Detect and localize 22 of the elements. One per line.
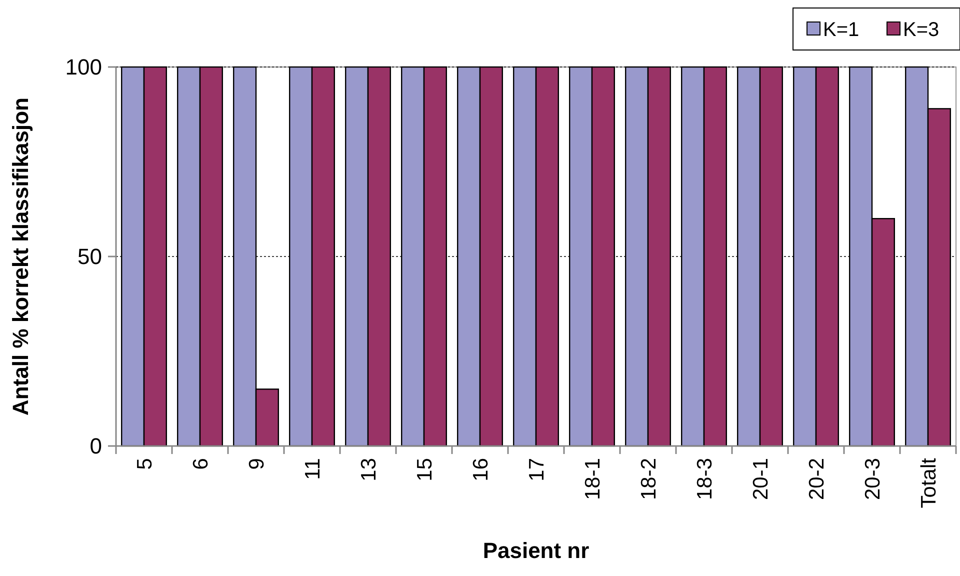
x-tick-label: 5 xyxy=(133,458,156,470)
legend-label: K=1 xyxy=(823,19,860,41)
x-tick-label: 16 xyxy=(469,458,492,482)
x-tick-label: 13 xyxy=(357,458,380,482)
legend-label: K=3 xyxy=(903,19,940,41)
x-tick-label: 20-2 xyxy=(805,458,828,500)
x-tick-label: 20-1 xyxy=(749,458,772,500)
x-tick-label: 9 xyxy=(245,458,268,470)
x-tick-label: 18-2 xyxy=(637,458,660,500)
x-tick-label: 18-1 xyxy=(581,458,604,500)
x-tick-label: 11 xyxy=(301,458,324,480)
x-tick-label: 18-3 xyxy=(693,458,716,500)
y-tick-label: 50 xyxy=(78,244,102,270)
y-axis-title: Antall % korrekt klassifikasjon xyxy=(8,98,33,416)
x-tick-label: 6 xyxy=(189,458,212,470)
y-tick-label: 100 xyxy=(65,54,102,80)
x-tick-label: 15 xyxy=(413,458,436,482)
x-axis-title: Pasient nr xyxy=(482,538,590,563)
x-tick-label: Totalt xyxy=(917,458,940,508)
x-tick-label: 20-3 xyxy=(861,458,884,500)
x-tick-label: 17 xyxy=(525,458,548,482)
y-tick-label: 0 xyxy=(90,434,102,459)
